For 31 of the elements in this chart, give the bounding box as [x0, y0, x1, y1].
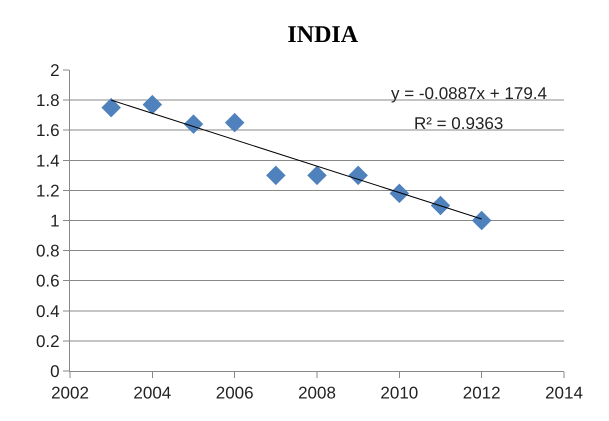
y-tick-label: 1.2 [36, 181, 60, 200]
x-tick-label: 2008 [298, 383, 336, 402]
y-tick-label: 1.8 [36, 91, 60, 110]
x-tick-label: 2004 [133, 383, 172, 402]
chart-title: INDIA [287, 22, 359, 48]
annotation: y = -0.0887x + 179.4 [391, 84, 547, 103]
point [142, 94, 162, 114]
y-tick-label: 0.4 [36, 302, 60, 321]
y-tick-label: 0.6 [36, 272, 60, 291]
y-tick-label: 1 [50, 211, 60, 230]
point [390, 184, 410, 204]
point [266, 166, 286, 186]
y-tick-label: 2 [50, 60, 60, 80]
y-tick-label: 0.8 [36, 242, 60, 261]
point [184, 114, 204, 134]
point [348, 166, 368, 186]
y-tick-label: 0.2 [36, 332, 60, 351]
x-tick-label: 2014 [545, 383, 583, 402]
x-tick-label: 2002 [51, 383, 89, 402]
y-tick-label: 0 [50, 362, 60, 381]
annotation: R² = 0.9363 [414, 114, 504, 133]
x-tick-label: 2012 [462, 383, 501, 402]
point [472, 210, 492, 230]
y-tick-label: 1.4 [36, 151, 60, 170]
point [101, 98, 121, 118]
point [224, 112, 244, 132]
point [430, 196, 450, 216]
x-tick-label: 2010 [380, 383, 418, 402]
x-tick-label: 2006 [216, 383, 254, 402]
point [307, 166, 327, 186]
y-tick-label: 1.6 [36, 121, 60, 140]
